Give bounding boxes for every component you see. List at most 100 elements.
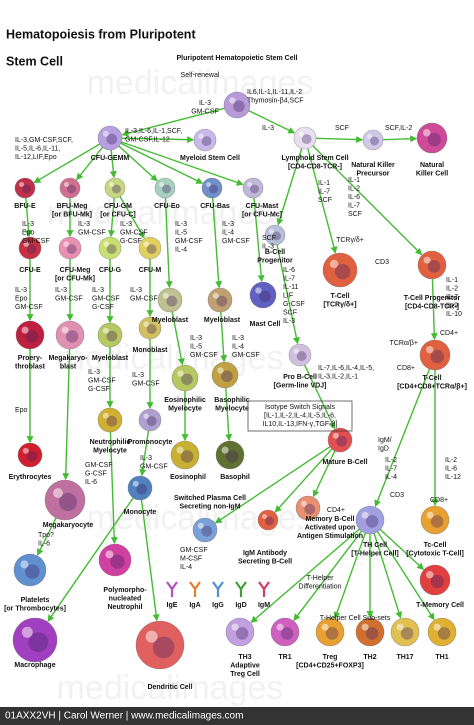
- cell-label: T-Memory Cell: [416, 602, 464, 609]
- cell-highlight: [269, 229, 274, 234]
- cytokine: IL-3: [92, 287, 104, 294]
- cytokine: GM-CSF: [140, 463, 168, 470]
- arrow: [140, 499, 160, 622]
- cytokine: GM-CSF: [120, 229, 148, 236]
- cell-label: Tc-Cell: [424, 542, 447, 549]
- cell-highlight: [102, 412, 109, 419]
- arrow: [248, 110, 296, 134]
- cytokine: GM-CSF: [132, 380, 160, 387]
- cytokine: IL-3: [15, 287, 27, 294]
- cell-highlight: [367, 134, 372, 139]
- cell-label: BFU-Meg: [57, 203, 88, 210]
- cell-label: CFU-Mast: [246, 203, 279, 210]
- cytokine: IL-3: [55, 287, 67, 294]
- cytokine: IL-4: [175, 246, 187, 253]
- cell-label: Myeloblast: [92, 355, 129, 362]
- cell-highlight: [423, 129, 431, 137]
- cell-highlight: [247, 182, 252, 187]
- cell-nucleus: [216, 295, 228, 307]
- cell-label: Myeloblast: [152, 317, 189, 324]
- cytokine: SCF: [318, 197, 332, 204]
- cell-nucleus: [400, 627, 414, 640]
- watermark: medicalimages: [87, 64, 314, 102]
- cytokine: IL-4: [232, 343, 244, 350]
- antibody-label: IgD: [235, 602, 246, 609]
- cell-highlight: [426, 346, 434, 354]
- watermark: medicalimages: [47, 194, 274, 232]
- arrow: [76, 146, 104, 181]
- cytokine: GM-CSF,IL-12: [125, 136, 170, 143]
- note: TCRγ/δ+: [336, 237, 364, 244]
- cell-nucleus: [221, 370, 233, 383]
- cell-label: Myelocyte: [168, 405, 202, 412]
- cell-highlight: [21, 626, 33, 638]
- arrow: [333, 532, 366, 619]
- cell-label: Platelets: [21, 597, 50, 604]
- cell-nucleus: [106, 330, 118, 342]
- cell-label: Myeloid Stem Cell: [180, 155, 240, 162]
- arrow: [312, 450, 336, 498]
- cell-label: TH1: [435, 654, 448, 661]
- cytokine: IL-7: [385, 465, 397, 472]
- cytokine: GM-CSF: [175, 238, 203, 245]
- cell-nucleus: [265, 516, 274, 526]
- cell-label: Erythrocytes: [9, 474, 52, 481]
- cell-highlight: [221, 446, 229, 454]
- antibody-label: IgM: [258, 602, 270, 609]
- cell-nucleus: [304, 503, 316, 515]
- cell-label: Natural: [420, 162, 444, 169]
- cell-label: Pro B-Cell: [283, 374, 317, 381]
- cell-label: Polymorpho-: [103, 587, 147, 594]
- cytokine: GM-CSF: [191, 108, 219, 115]
- cytokine: GM-CSF: [22, 238, 50, 245]
- cell-label: Memory B-Cell: [305, 516, 354, 523]
- cell-nucleus: [26, 450, 38, 462]
- cytokine: IL6,IL-1,IL-11,IL-2: [247, 89, 302, 96]
- cell-nucleus: [334, 264, 351, 280]
- cytokine: IL-6: [445, 465, 457, 472]
- cytokine: GM-CSF: [15, 304, 43, 311]
- cytokine: IL-6: [85, 479, 97, 486]
- arrow: [274, 448, 333, 513]
- arrow: [220, 311, 228, 363]
- cell-label: CFU-Bas: [200, 203, 230, 210]
- arrow: [276, 244, 300, 345]
- cell-label: CFU-E: [19, 267, 41, 274]
- cytokine: IL-3: [22, 221, 34, 228]
- cell-label: Mast Cell: [250, 321, 281, 328]
- cell-label: TH3: [238, 654, 251, 661]
- cell-highlight: [21, 326, 29, 334]
- cytokine: Epo: [22, 229, 35, 236]
- antibody: [212, 581, 224, 597]
- arrow: [164, 197, 173, 289]
- cell-highlight: [361, 623, 369, 631]
- cytokine: IL-3: [262, 243, 274, 250]
- antibody-label: IgG: [212, 602, 224, 609]
- cytokine: IL-3: [140, 455, 152, 462]
- cell-label: Dendritic Cell: [147, 684, 192, 691]
- arrow: [214, 446, 331, 524]
- cytokine: GM-CSF: [78, 229, 106, 236]
- cell-nucleus: [201, 136, 212, 147]
- cell-nucleus: [146, 416, 157, 427]
- cell-nucleus: [59, 493, 77, 511]
- cytokine: IL-5,IL-6,IL-11,: [15, 145, 60, 152]
- cell-highlight: [332, 432, 339, 439]
- cytokine: IL-3: [78, 221, 90, 228]
- cell-highlight: [143, 241, 149, 247]
- cytokine: IL-6: [348, 194, 360, 201]
- cell-highlight: [61, 326, 69, 334]
- cell-label: T-Cell: [422, 375, 441, 382]
- cell-label: Eosinophil: [170, 474, 206, 481]
- cytokine: SCF: [348, 211, 362, 218]
- cell-label: Neutrophilic: [90, 439, 131, 446]
- cell-nucleus: [225, 450, 239, 463]
- cell-label: Basophil: [220, 474, 250, 481]
- arrow: [109, 149, 117, 179]
- cytokine: IL-2: [348, 185, 360, 192]
- note: IgD: [378, 445, 389, 452]
- arrow: [25, 197, 33, 238]
- arrow: [121, 107, 225, 137]
- cell-highlight: [63, 241, 69, 247]
